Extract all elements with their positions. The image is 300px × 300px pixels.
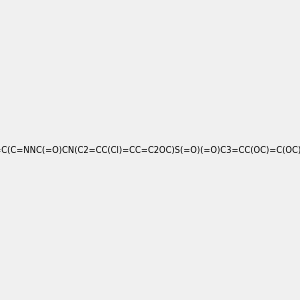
Text: CCOC1=CC=C(C=NNC(=O)CN(C2=CC(Cl)=CC=C2OC)S(=O)(=O)C3=CC(OC)=C(OC)C=C3)C=C1: CCOC1=CC=C(C=NNC(=O)CN(C2=CC(Cl)=CC=C2OC… bbox=[0, 146, 300, 154]
